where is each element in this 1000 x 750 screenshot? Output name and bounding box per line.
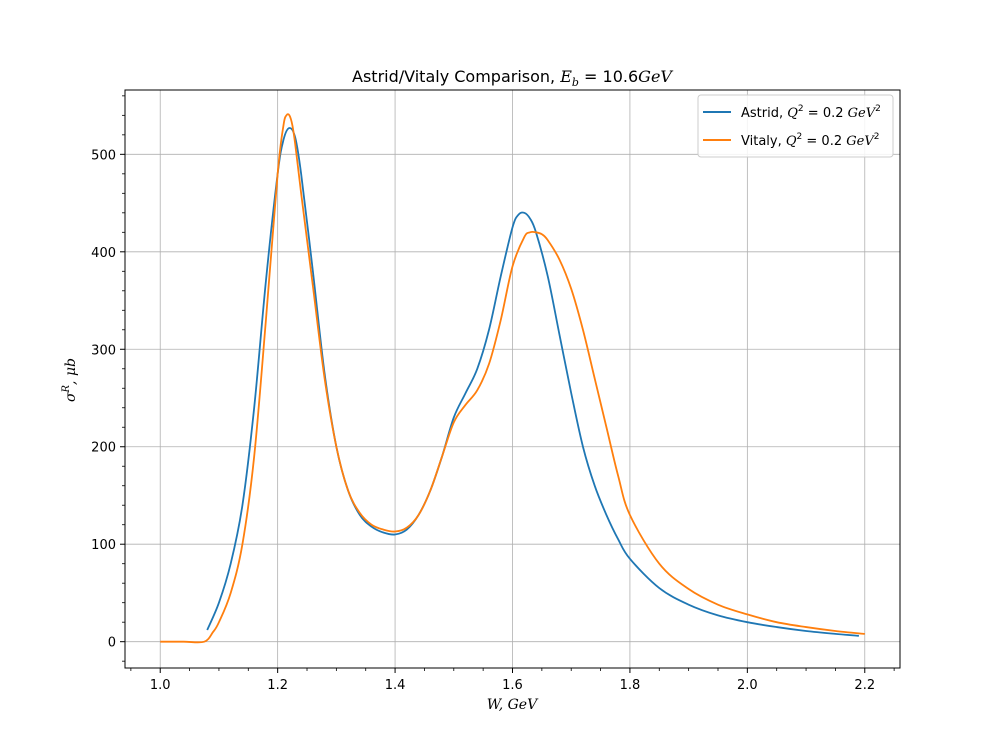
x-tick-label: 1.0 <box>150 678 171 693</box>
legend-label-vitaly: Vitaly, Q2 = 0.2 GeV2 <box>741 132 879 149</box>
legend-label-astrid: Astrid, Q2 = 0.2 GeV2 <box>741 104 881 121</box>
legend-box <box>697 94 894 158</box>
y-tick-label: 300 <box>91 343 116 358</box>
y-tick-label: 0 <box>108 636 116 651</box>
x-axis-label: W, GeV <box>487 697 539 713</box>
y-tick-label: 200 <box>91 441 116 456</box>
y-tick-label: 100 <box>91 538 116 553</box>
x-tick-label: 2.0 <box>737 678 758 693</box>
y-axis-ticks: 0 100 200 300 400 500 <box>91 95 125 662</box>
x-tick-label: 1.2 <box>267 678 288 693</box>
x-tick-label: 2.2 <box>854 678 875 693</box>
x-axis-ticks: 1.0 1.2 1.4 1.6 1.8 2.0 2.2 <box>130 668 895 693</box>
y-tick-label: 400 <box>91 246 116 261</box>
x-tick-label: 1.6 <box>502 678 523 693</box>
series-line-vitaly <box>160 113 865 644</box>
y-tick-label: 500 <box>91 148 116 163</box>
y-axis-label: σR, μb <box>61 358 79 402</box>
x-tick-label: 1.8 <box>620 678 641 693</box>
chart-title: Astrid/Vitaly Comparison, Eb = 10.6GeV <box>352 67 673 89</box>
x-tick-label: 1.4 <box>385 678 406 693</box>
legend: Astrid, Q2 = 0.2 GeV2 Vitaly, Q2 = 0.2 G… <box>697 94 894 158</box>
series-line-astrid <box>206 127 859 637</box>
grid <box>125 90 900 668</box>
series-lines <box>160 113 865 644</box>
